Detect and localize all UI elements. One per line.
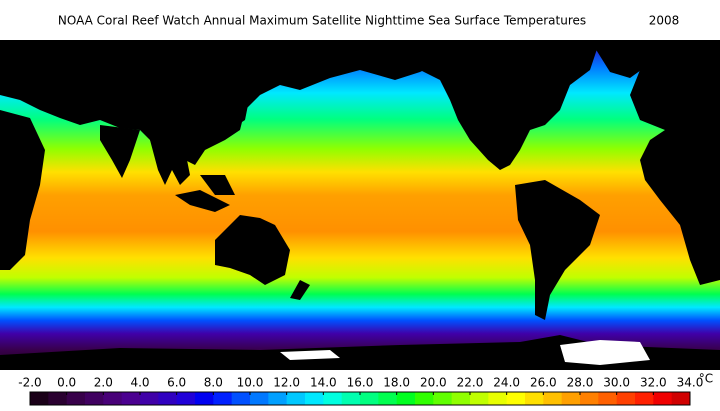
africa-europe-east <box>620 40 720 285</box>
colorbar-tick-label: 16.0 <box>347 376 374 390</box>
antarctica <box>0 335 720 370</box>
colorbar-swatch <box>213 392 233 405</box>
colorbar-tick-label: 10.0 <box>237 376 264 390</box>
ice-shelf <box>280 340 650 365</box>
colorbar-unit: °C <box>699 372 713 386</box>
colorbar-swatch <box>598 392 618 405</box>
colorbar-swatch <box>85 392 104 405</box>
colorbar-swatch <box>561 392 581 405</box>
map-title: NOAA Coral Reef Watch Annual Maximum Sat… <box>58 14 586 28</box>
colorbar-swatch <box>451 392 471 405</box>
colorbar-swatch <box>323 392 343 405</box>
colorbar-tick-label: 8.0 <box>204 376 223 390</box>
colorbar: -2.0 0.0 2.0 4.0 6.0 8.0 10.0 12.0 14.0 16.0 18.0 2… <box>18 372 713 406</box>
new-zealand <box>290 280 310 300</box>
colorbar-swatch <box>506 392 526 405</box>
colorbar-swatch <box>378 392 398 405</box>
colorbar-swatch <box>121 392 141 405</box>
colorbar-tick-label: 20.0 <box>420 376 447 390</box>
colorbar-swatch <box>103 392 123 405</box>
colorbar-swatch <box>616 392 636 405</box>
colorbar-swatch <box>470 392 489 405</box>
colorbar-swatch <box>176 392 196 405</box>
colorbar-tick-label: 22.0 <box>457 376 484 390</box>
colorbar-swatch <box>305 392 324 405</box>
colorbar-tick-label: 14.0 <box>310 376 337 390</box>
colorbar-tick-label: 32.0 <box>640 376 667 390</box>
colorbar-swatch <box>30 392 49 405</box>
colorbar-swatch <box>250 392 269 405</box>
colorbar-swatch <box>158 392 178 405</box>
colorbar-swatch <box>525 392 544 405</box>
colorbar-swatch <box>48 392 68 405</box>
colorbar-swatch <box>360 392 379 405</box>
colorbar-tick-label: 0.0 <box>57 376 76 390</box>
colorbar-swatch <box>341 392 361 405</box>
colorbar-swatch <box>671 392 691 405</box>
colorbar-swatch <box>488 392 508 405</box>
colorbar-tick-label: 2.0 <box>94 376 113 390</box>
colorbar-tick-label: 28.0 <box>567 376 594 390</box>
colorbar-tick-label: -2.0 <box>18 376 41 390</box>
north-america <box>410 40 600 170</box>
colorbar-swatch <box>396 392 416 405</box>
colorbar-swatch <box>653 392 673 405</box>
colorbar-swatch <box>543 392 563 405</box>
south-america <box>515 180 600 320</box>
colorbar-swatch <box>195 392 214 405</box>
colorbar-swatch <box>635 392 654 405</box>
colorbar-tick-label: 34.0 <box>677 376 704 390</box>
colorbar-tick-label: 12.0 <box>273 376 300 390</box>
india <box>100 125 140 178</box>
map-year: 2008 <box>649 14 680 28</box>
colorbar-swatch <box>268 392 288 405</box>
colorbar-tick-label: 26.0 <box>530 376 557 390</box>
colorbar-tick-label: 6.0 <box>167 376 186 390</box>
map <box>0 40 720 370</box>
se-asia <box>150 140 235 212</box>
colorbar-swatch <box>415 392 434 405</box>
colorbar-tick-label: 4.0 <box>130 376 149 390</box>
colorbar-tick-label: 18.0 <box>383 376 410 390</box>
japan <box>225 95 250 130</box>
africa-west <box>0 110 45 270</box>
eurasia <box>0 40 450 165</box>
australia <box>215 215 290 285</box>
colorbar-swatch <box>140 392 159 405</box>
colorbar-swatch <box>231 392 251 405</box>
colorbar-swatch <box>66 392 86 405</box>
colorbar-swatch <box>286 392 306 405</box>
colorbar-swatch <box>580 392 599 405</box>
colorbar-tick-label: 24.0 <box>493 376 520 390</box>
colorbar-tick-label: 30.0 <box>603 376 630 390</box>
colorbar-swatch <box>433 392 453 405</box>
